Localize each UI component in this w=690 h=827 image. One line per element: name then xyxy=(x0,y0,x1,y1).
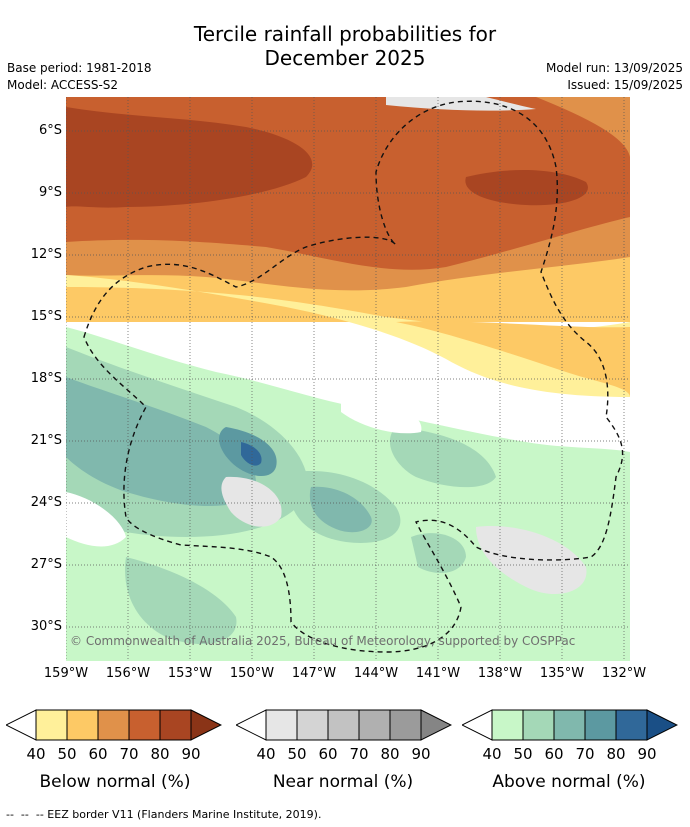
legend-above-swatch-60 xyxy=(553,709,586,741)
legend-near-swatch-60 xyxy=(327,709,360,741)
above-50-region-east xyxy=(389,427,496,488)
issued-date: Issued: 15/09/2025 xyxy=(567,78,683,92)
legend-below-label: 70 xyxy=(119,745,139,763)
below-50-region-east xyxy=(396,321,630,397)
legend-above-colorbar xyxy=(460,709,679,741)
legend-above-label: 50 xyxy=(513,745,533,763)
legend-near-swatch-40 xyxy=(265,709,298,741)
legend-near-colorbar xyxy=(234,709,453,741)
title-line-2: December 2025 xyxy=(264,46,426,70)
lon-tick-156w: 156°W xyxy=(105,666,151,681)
probability-map-svg xyxy=(66,97,630,661)
lat-tick-18s: 18°S xyxy=(30,371,62,386)
legend-below-swatch-80 xyxy=(159,709,192,741)
above-60-region-center xyxy=(309,486,372,533)
legend-below-swatch-40 xyxy=(35,709,68,741)
lon-tick-159w: 159°W xyxy=(43,666,89,681)
no-signal-region-center xyxy=(341,397,422,434)
base-period: Base period: 1981-2018 xyxy=(7,61,152,75)
legend-above-normal xyxy=(460,708,679,746)
lon-tick-132w: 132°W xyxy=(601,666,647,681)
lon-tick-144w: 144°W xyxy=(353,666,399,681)
legend-above-swatch-50 xyxy=(522,709,555,741)
graticule xyxy=(66,97,630,661)
legend-above-max-arrow xyxy=(646,709,679,741)
below-80-region-east xyxy=(465,170,588,206)
legend-near-swatch-50 xyxy=(296,709,329,741)
probability-map: © Commonwealth of Australia 2025, Bureau… xyxy=(66,97,630,661)
legend-near-label: 70 xyxy=(349,745,369,763)
lat-tick-21s: 21°S xyxy=(30,433,62,448)
legend-near-label: 50 xyxy=(287,745,307,763)
legend-above-label: 80 xyxy=(606,745,626,763)
eez-border xyxy=(83,100,624,653)
legend-below-max-arrow xyxy=(190,709,223,741)
legend-below-colorbar xyxy=(4,709,223,741)
legend-above-title: Above normal (%) xyxy=(492,772,646,792)
legend-near-swatch-70 xyxy=(358,709,391,741)
legend-near-normal xyxy=(234,708,453,746)
legend-below-swatch-60 xyxy=(97,709,130,741)
no-signal-region-west xyxy=(66,492,126,547)
legend-above-label: 40 xyxy=(482,745,502,763)
lat-tick-9s: 9°S xyxy=(38,185,62,200)
legend-near-label: 60 xyxy=(318,745,338,763)
legend-below-swatch-50 xyxy=(66,709,99,741)
near-40-region-top xyxy=(386,97,536,111)
model-run: Model run: 13/09/2025 xyxy=(545,61,683,75)
above-60-region xyxy=(66,377,256,507)
legend-near-label: 40 xyxy=(256,745,276,763)
legend-near-min-arrow xyxy=(234,709,267,741)
meta-left: Base period: 1981-2018 Model: ACCESS-S2 xyxy=(7,60,152,94)
legend-below-min-arrow xyxy=(4,709,37,741)
legend-above-label: 70 xyxy=(575,745,595,763)
lat-tick-27s: 27°S xyxy=(30,557,62,572)
above-50-region-south xyxy=(411,533,466,573)
map-title: Tercile rainfall probabilities for Decem… xyxy=(0,22,690,70)
lat-tick-30s: 30°S xyxy=(30,619,62,634)
legend-below-swatch-70 xyxy=(128,709,161,741)
legend-below-label: 60 xyxy=(88,745,108,763)
legend-below-title: Below normal (%) xyxy=(39,772,191,792)
lon-tick-135w: 135°W xyxy=(539,666,585,681)
lon-tick-153w: 153°W xyxy=(167,666,213,681)
legend-below-label: 50 xyxy=(57,745,77,763)
legend-below-label: 40 xyxy=(26,745,46,763)
legend-above-label: 90 xyxy=(637,745,657,763)
legend-near-label: 80 xyxy=(380,745,400,763)
below-40-region xyxy=(66,275,630,397)
legend-near-title: Near normal (%) xyxy=(272,772,414,792)
model-name: Model: ACCESS-S2 xyxy=(7,78,119,92)
eez-footnote: -- -- -- EEZ border V11 (Flanders Marine… xyxy=(6,808,322,821)
lat-tick-6s: 6°S xyxy=(38,123,62,138)
legend-above-min-arrow xyxy=(460,709,493,741)
below-80-region xyxy=(66,107,313,208)
legend-near-label: 90 xyxy=(411,745,431,763)
lon-tick-147w: 147°W xyxy=(291,666,337,681)
lat-tick-12s: 12°S xyxy=(30,247,62,262)
legend-above-swatch-70 xyxy=(584,709,617,741)
above-80-region xyxy=(241,442,262,466)
lat-tick-24s: 24°S xyxy=(30,495,62,510)
legend-below-label: 80 xyxy=(150,745,170,763)
lon-tick-141w: 141°W xyxy=(415,666,461,681)
near-40-region-west xyxy=(221,476,282,527)
above-50-region-southwest xyxy=(125,557,237,645)
legend-below-label: 90 xyxy=(181,745,201,763)
legend-above-swatch-40 xyxy=(491,709,524,741)
lon-tick-150w: 150°W xyxy=(229,666,275,681)
legend-near-swatch-80 xyxy=(389,709,422,741)
lat-tick-15s: 15°S xyxy=(30,309,62,324)
legend-below-normal xyxy=(4,708,223,746)
lon-tick-138w: 138°W xyxy=(477,666,523,681)
legend-above-label: 60 xyxy=(544,745,564,763)
legend-near-max-arrow xyxy=(420,709,453,741)
title-line-1: Tercile rainfall probabilities for xyxy=(193,22,497,46)
legend-above-swatch-80 xyxy=(615,709,648,741)
meta-right: Model run: 13/09/2025 Issued: 15/09/2025 xyxy=(546,60,683,94)
copyright-notice: © Commonwealth of Australia 2025, Bureau… xyxy=(70,634,576,648)
